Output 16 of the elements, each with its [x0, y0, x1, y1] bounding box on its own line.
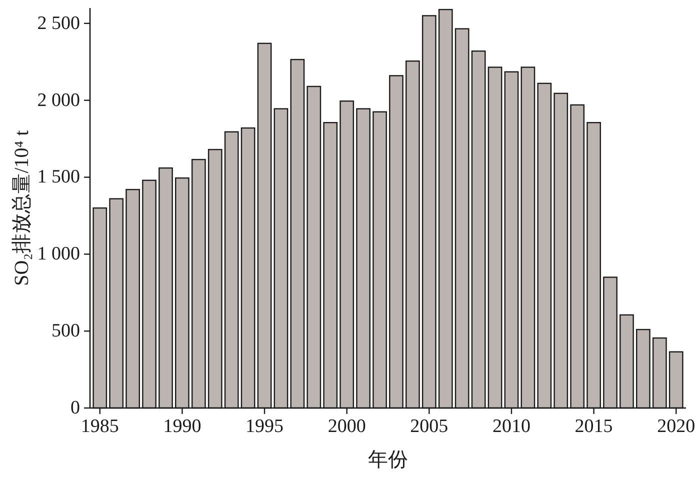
- ytick-label: 1 000: [37, 244, 80, 265]
- ylabel: SO₂排放总量/10⁴ t: [11, 130, 33, 286]
- xtick-label: 1985: [80, 416, 119, 437]
- xtick-label: 2020: [657, 416, 696, 437]
- xtick-label: 2005: [410, 416, 448, 437]
- xtick-label: 2015: [574, 416, 613, 437]
- xtick-label: 2000: [328, 416, 366, 437]
- xtick-label: 2010: [492, 416, 530, 437]
- ytick-label: 2 000: [37, 90, 80, 111]
- ytick-label: 2 500: [37, 12, 80, 34]
- xtick-label: 1995: [246, 416, 284, 437]
- ytick-label: 500: [52, 320, 80, 342]
- xtick-label: 1990: [163, 416, 202, 437]
- xlabel: 年份: [368, 449, 408, 471]
- ytick-label: 0: [70, 398, 80, 418]
- ytick-label: 1 500: [37, 166, 80, 188]
